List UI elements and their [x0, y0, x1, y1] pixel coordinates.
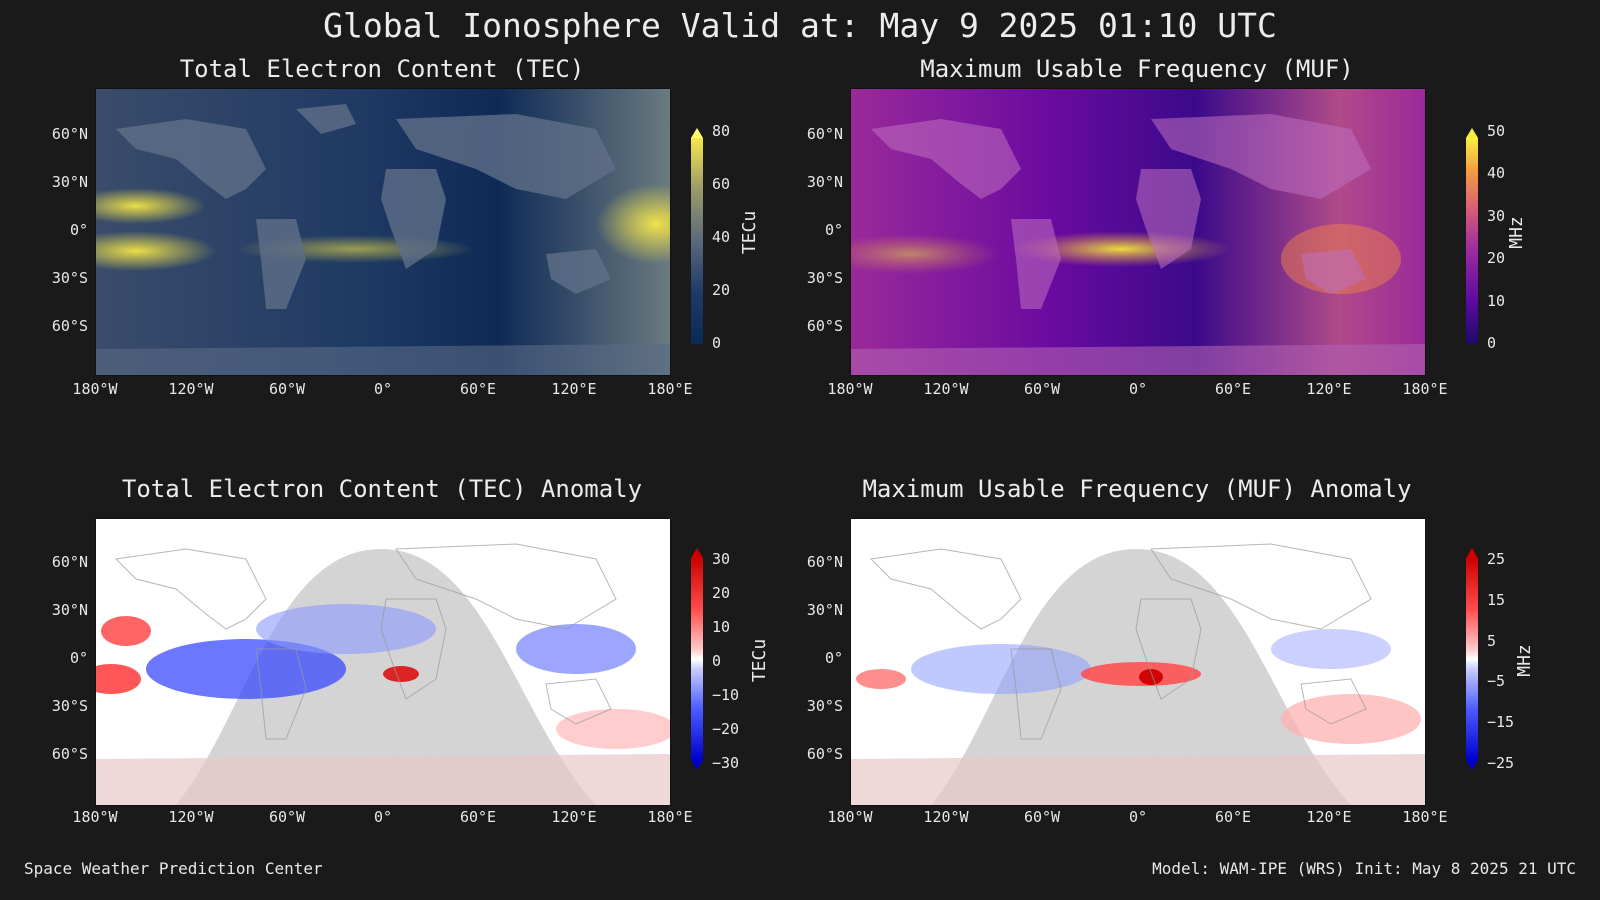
lat-label: 0° [69, 649, 88, 667]
lon-label: 60°W [268, 380, 306, 398]
lat-label: 0° [69, 221, 88, 239]
lon-label: 60°E [1214, 808, 1252, 826]
lon-label: 180°E [647, 808, 693, 826]
colorbar-tick: 0 [712, 334, 722, 352]
colorbar-tick: 30 [712, 550, 731, 568]
tec-anomaly-title: Total Electron Content (TEC) Anomaly [121, 475, 643, 503]
lat-label: 60°N [806, 125, 843, 143]
lat-label: 30°N [806, 601, 843, 619]
lon-label: 0° [1128, 380, 1148, 398]
tec-anomaly-colorbar [691, 548, 703, 770]
footer-source: Space Weather Prediction Center [24, 859, 323, 878]
lat-label: 30°S [51, 269, 88, 287]
lon-label: 120°E [551, 808, 597, 826]
muf-anomaly-colorbar [1466, 548, 1478, 770]
lon-label: 180°W [827, 808, 873, 826]
lat-label: 60°S [51, 745, 88, 763]
muf-anomaly-title: Maximum Usable Frequency (MUF) Anomaly [862, 475, 1412, 503]
colorbar-tick: 40 [712, 228, 731, 246]
muf-anomaly-unit-label: MHz [1513, 644, 1535, 677]
lat-label: 60°S [806, 317, 843, 335]
colorbar-tick: 20 [1487, 249, 1506, 267]
colorbar-tick: 0 [1487, 334, 1497, 352]
tec-anomaly-unit-label: TECu [749, 638, 771, 683]
colorbar-tick: 60 [712, 175, 731, 193]
colorbar-tick: 30 [1487, 207, 1506, 225]
lon-label: 0° [373, 380, 393, 398]
lon-label: 180°E [647, 380, 693, 398]
colorbar-tick: −25 [1487, 754, 1515, 772]
colorbar-tick: 10 [712, 618, 731, 636]
lon-label: 60°W [268, 808, 306, 826]
colorbar-tick: −30 [712, 754, 740, 772]
lon-label: 120°E [551, 380, 597, 398]
colorbar-tick: 15 [1487, 591, 1506, 609]
lon-label: 60°E [459, 808, 497, 826]
lon-label: 60°W [1023, 808, 1061, 826]
lon-label: 120°E [1306, 380, 1352, 398]
colorbar-tick: 40 [1487, 164, 1506, 182]
colorbar-tick: 10 [1487, 292, 1506, 310]
muf-map [850, 88, 1426, 376]
lon-label: 60°W [1023, 380, 1061, 398]
colorbar-tick: −10 [712, 686, 740, 704]
lat-label: 30°N [806, 173, 843, 191]
tec-title: Total Electron Content (TEC) [179, 55, 585, 83]
colorbar-tick: 5 [1487, 632, 1497, 650]
muf-anomaly-map [850, 518, 1426, 806]
lat-label: 0° [824, 649, 843, 667]
colorbar-tick: 20 [712, 584, 731, 602]
lat-label: 60°N [51, 125, 88, 143]
lon-label: 180°E [1402, 380, 1448, 398]
lat-label: 30°N [51, 601, 88, 619]
main-title: Global Ionosphere Valid at: May 9 2025 0… [323, 6, 1277, 45]
footer-model-info: Model: WAM-IPE (WRS) Init: May 8 2025 21… [1152, 859, 1576, 878]
lon-label: 180°W [72, 808, 118, 826]
colorbar-tick: −20 [712, 720, 740, 738]
lat-label: 30°S [806, 697, 843, 715]
lon-label: 120°E [1306, 808, 1352, 826]
lat-label: 30°S [51, 697, 88, 715]
colorbar-tick: 50 [1487, 122, 1506, 140]
lat-label: 60°S [51, 317, 88, 335]
lat-label: 60°N [51, 553, 88, 571]
lat-label: 30°N [51, 173, 88, 191]
lon-label: 120°W [923, 380, 969, 398]
lon-label: 120°W [923, 808, 969, 826]
muf-unit-label: MHz [1505, 216, 1527, 249]
tec-unit-label: TECu [739, 210, 761, 255]
lat-label: 60°S [806, 745, 843, 763]
colorbar-tick: −15 [1487, 713, 1515, 731]
tec-map [95, 88, 671, 376]
lon-label: 180°W [72, 380, 118, 398]
lat-label: 0° [824, 221, 843, 239]
tec-anomaly-map [95, 518, 671, 806]
lat-label: 30°S [806, 269, 843, 287]
lat-label: 60°N [806, 553, 843, 571]
lon-label: 60°E [1214, 380, 1252, 398]
lon-label: 0° [1128, 808, 1148, 826]
lon-label: 0° [373, 808, 393, 826]
colorbar-tick: 25 [1487, 550, 1506, 568]
tec-colorbar [691, 128, 703, 344]
muf-title: Maximum Usable Frequency (MUF) [920, 55, 1354, 83]
colorbar-tick: 0 [712, 652, 722, 670]
lon-label: 120°W [168, 808, 214, 826]
colorbar-tick: −5 [1487, 672, 1506, 690]
lon-label: 60°E [459, 380, 497, 398]
muf-colorbar [1466, 128, 1478, 344]
lon-label: 120°W [168, 380, 214, 398]
lon-label: 180°W [827, 380, 873, 398]
colorbar-tick: 80 [712, 122, 731, 140]
lon-label: 180°E [1402, 808, 1448, 826]
colorbar-tick: 20 [712, 281, 731, 299]
